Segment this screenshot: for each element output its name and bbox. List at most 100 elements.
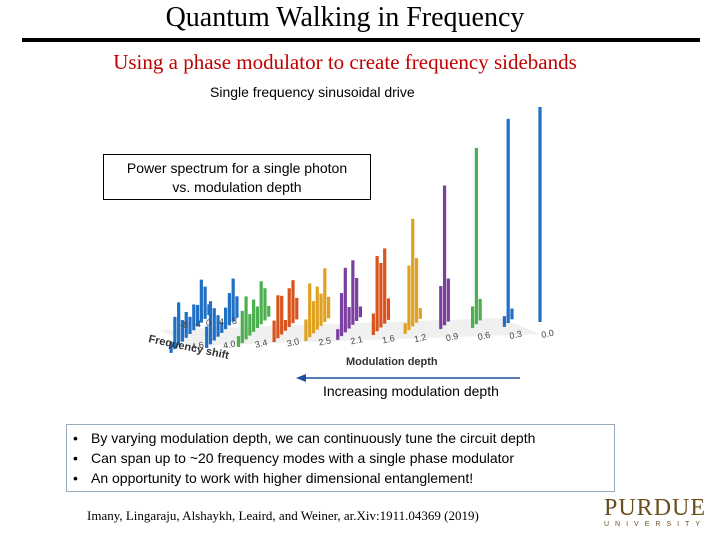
bullet-text: Can span up to ~20 frequency modes with … <box>91 450 514 466</box>
spectrum-bars <box>169 107 542 353</box>
depth-tick-label: 0.0 <box>540 328 554 340</box>
spectrum-bar <box>336 329 340 340</box>
spectrum-bar <box>291 280 295 324</box>
spectrum-bar <box>212 308 216 341</box>
depth-tick-label: 1.6 <box>381 333 395 345</box>
depth-tick-label: 0.3 <box>509 329 523 341</box>
spectrum-bar <box>223 307 228 330</box>
frequency-shift-ticks: -8 -4 0 4 8 <box>180 316 237 330</box>
spectrum-bar <box>244 296 248 340</box>
spectrum-bar <box>470 306 475 328</box>
spectrum-bar <box>207 304 211 316</box>
figure-caption-line2: vs. modulation depth <box>172 179 302 195</box>
modulation-depth-ticks: 4.6 4.0 3.4 3.0 2.5 2.1 1.6 1.2 0.9 0.6 0.3 0.0 <box>190 328 554 352</box>
bullet-text: An opportunity to work with higher dimen… <box>91 470 474 486</box>
spectrum-bar <box>283 319 288 331</box>
spectrum-bar <box>231 278 235 322</box>
spectrum-bar <box>327 296 331 319</box>
spectrum-bar <box>248 314 252 336</box>
spectrum-bar <box>474 147 478 325</box>
bullet-dot-icon: • <box>73 430 78 446</box>
depth-arrow-head <box>296 374 306 382</box>
spectrum-bar <box>255 306 260 329</box>
logo-sub-text: UNIVERSITY <box>604 521 707 528</box>
spectrum-bar <box>414 258 419 323</box>
spectrum-bar <box>205 326 209 349</box>
spectrum-bar <box>276 295 280 339</box>
spectrum-bar <box>347 307 351 329</box>
purdue-logo: PURDUE UNIVERSITY <box>604 495 707 530</box>
bullet-dot-icon: • <box>73 450 78 466</box>
bullet-item: • By varying modulation depth, we can con… <box>73 428 614 448</box>
spectrum-bar <box>295 297 299 320</box>
bullet-text: By varying modulation depth, we can cont… <box>91 430 536 446</box>
spectrum-bar <box>502 316 507 327</box>
bullet-dot-icon: • <box>73 470 78 486</box>
depth-tick-label: 3.0 <box>286 336 300 348</box>
bullet-list: • By varying modulation depth, we can con… <box>66 424 615 492</box>
spectrum-bar <box>442 185 447 326</box>
logo-main-text: PURDUE <box>604 495 707 521</box>
spectrum-bar <box>216 315 220 337</box>
shift-tick-label: 8 <box>232 316 237 326</box>
spectrum-bar <box>478 298 482 321</box>
spectrum-bar <box>192 304 196 331</box>
spectrum-bar <box>184 311 188 338</box>
spectrum-bar <box>446 278 450 322</box>
spectrum-bar <box>386 298 391 320</box>
spectrum-bar <box>339 293 344 337</box>
figure-caption-line1: Power spectrum for a single photon <box>126 160 348 176</box>
x-axis-label: Modulation depth <box>346 356 438 368</box>
spectrum-bar <box>227 293 231 326</box>
drive-label: Single frequency sinusoidal drive <box>210 84 415 100</box>
spectrum-bar <box>411 218 415 327</box>
spectrum-bar <box>252 299 256 332</box>
spectrum-bar <box>173 316 177 350</box>
spectrum-bar <box>208 301 213 345</box>
depth-tick-label: 2.5 <box>318 335 332 347</box>
citation: Imany, Lingaraju, Alshaykh, Leaird, and … <box>87 508 479 523</box>
spectrum-bar <box>379 262 383 328</box>
spectrum-bar <box>177 302 181 346</box>
spectrum-bar <box>236 336 241 347</box>
spectrum-bar <box>259 281 263 325</box>
spectrum-bar <box>180 320 185 342</box>
spectrum-bar <box>510 308 514 320</box>
shift-tick-label: 4 <box>219 317 224 327</box>
spectrum-bar <box>383 248 387 324</box>
spectrum-bar <box>203 286 207 319</box>
shift-tick-label: -8 <box>180 320 188 330</box>
depth-arrow-label: Increasing modulation depth <box>323 383 499 399</box>
spectrum-bar <box>235 296 239 318</box>
spectrum-bar <box>311 301 316 334</box>
depth-tick-label: 4.6 <box>190 340 204 352</box>
spectrum-bar <box>375 255 379 332</box>
spectrum-bar <box>343 267 347 333</box>
spectrum-bar <box>195 304 200 327</box>
spectrum-bar <box>351 260 355 325</box>
spectrum-bar <box>407 265 411 331</box>
depth-tick-label: 1.2 <box>413 332 427 344</box>
spectrum-bar <box>418 308 422 319</box>
spectrum-bar <box>319 293 323 326</box>
spectrum-bar <box>538 107 542 322</box>
spectrum-bar <box>280 295 284 335</box>
depth-tick-label: 4.0 <box>222 338 236 350</box>
slide-subtitle: Using a phase modulator to create freque… <box>113 50 577 74</box>
spectrum-bar <box>371 313 375 336</box>
spectrum-bar <box>315 286 319 330</box>
bullet-item: • Can span up to ~20 frequency modes with… <box>73 448 614 468</box>
spectrum-bar <box>506 118 510 324</box>
spectrum-figure: 4.6 4.0 3.4 3.0 2.5 2.1 1.6 1.2 0.9 0.6 0.3 0.0 -8-… <box>147 107 555 382</box>
spectrum-bar <box>188 316 192 334</box>
bullet-item: • An opportunity to work with higher dime… <box>73 468 614 488</box>
spectrum-bar <box>304 319 308 341</box>
shift-tick-label: -4 <box>193 319 201 329</box>
spectrum-bar <box>263 288 267 321</box>
spectrum-bar <box>169 342 173 353</box>
spectrum-bar <box>199 279 203 323</box>
shift-tick-label: 0 <box>206 318 211 328</box>
spectrum-bar <box>220 322 224 333</box>
figure-caption-box: Power spectrum for a single photon vs. m… <box>103 154 371 200</box>
spectrum-bar <box>358 306 363 318</box>
